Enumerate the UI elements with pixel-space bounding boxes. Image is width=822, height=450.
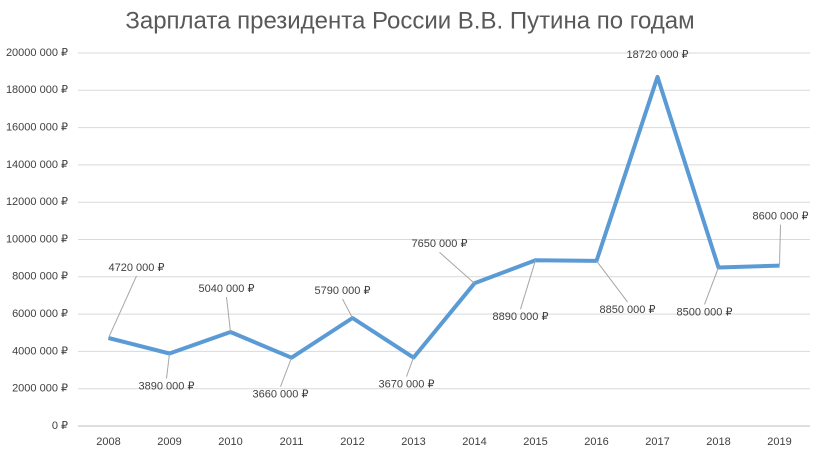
x-tick-label: 2013 [401,436,425,448]
leader-line [406,357,414,377]
x-tick-label: 2009 [157,436,181,448]
y-tick-label: 14000 000 ₽ [6,159,68,171]
leader-line [704,267,719,305]
y-tick-label: 6000 000 ₽ [12,308,68,320]
data-label: 4720 000 ₽ [109,262,165,274]
data-label: 5790 000 ₽ [315,285,371,297]
y-tick-label: 10000 000 ₽ [6,233,68,245]
x-tick-label: 2010 [218,436,242,448]
y-tick-label: 20000 000 ₽ [6,47,68,59]
data-label: 5040 000 ₽ [199,283,255,295]
x-tick-label: 2008 [96,436,120,448]
data-label: 18720 000 ₽ [626,49,688,61]
x-tick-label: 2015 [523,436,547,448]
x-tick-label: 2016 [584,436,608,448]
leader-line [520,260,536,310]
leader-line [439,251,475,284]
leader-line [596,260,628,303]
data-label: 8890 000 ₽ [493,311,549,323]
leader-line [226,296,231,333]
leader-line [108,275,137,339]
leader-line [166,353,170,379]
y-tick-label: 8000 000 ₽ [12,271,68,283]
x-tick-label: 2017 [645,436,669,448]
data-label: 8600 000 ₽ [753,211,809,223]
x-tick-label: 2014 [462,436,486,448]
y-tick-label: 18000 000 ₽ [6,84,68,96]
chart-title: Зарплата президента России В.В. Путина п… [125,7,694,34]
data-label: 8500 000 ₽ [677,306,733,318]
x-tick-label: 2012 [340,436,364,448]
y-tick-label: 12000 000 ₽ [6,196,68,208]
y-tick-label: 2000 000 ₽ [12,383,68,395]
x-tick-label: 2018 [706,436,730,448]
data-label: 3670 000 ₽ [379,378,435,390]
leader-line [342,298,353,319]
x-tick-label: 2011 [280,436,304,448]
y-tick-label: 0 ₽ [52,420,68,432]
data-line [108,74,780,360]
x-tick-label: 2019 [767,436,791,448]
leader-line [779,224,781,266]
data-label: 3890 000 ₽ [139,380,195,392]
data-label: 3660 000 ₽ [253,389,309,401]
y-tick-label: 4000 000 ₽ [12,345,68,357]
data-label: 8850 000 ₽ [600,304,656,316]
data-label: 7650 000 ₽ [412,238,468,250]
leader-line [280,357,292,387]
y-tick-label: 16000 000 ₽ [6,122,68,134]
